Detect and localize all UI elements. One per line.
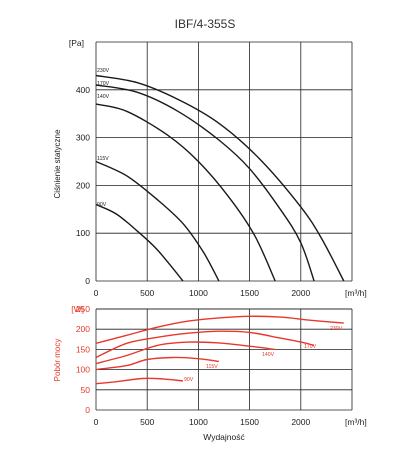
pressure-series-170v: [95, 84, 315, 282]
power-x-tick-4: 2000: [291, 417, 310, 427]
power-y-tick-5: 250: [76, 304, 90, 314]
power-series-140v: [95, 341, 276, 365]
power-y-tick-2: 100: [76, 365, 90, 375]
pressure-y-label: Ciśnienie statyczne: [53, 129, 62, 198]
power-series-170v: [95, 330, 315, 359]
power-x-tick-1: 500: [140, 417, 154, 427]
power-series-label-140v: 140V: [262, 352, 275, 358]
power-series-115v: [95, 356, 220, 371]
pressure-x-tick-0: 0: [94, 288, 99, 298]
power-series-label-230v: 230V: [330, 326, 343, 332]
power-panel: 0 500 1000 1500 2000 0 50 100 150 200 250[W] [m³/h]…: [53, 304, 367, 442]
chart-title: IBF/4-355S: [175, 17, 236, 31]
power-series-label-115v: 115V: [206, 364, 218, 370]
power-series-90v: [95, 377, 184, 385]
pressure-series-140v: [95, 103, 276, 282]
power-y-tick-4: 200: [76, 324, 90, 334]
pressure-x-tick-2: 1000: [189, 288, 208, 298]
pressure-series-label-230v: 230V: [97, 68, 110, 74]
power-x-tick-2: 1000: [189, 417, 208, 427]
pressure-panel: 0 500 1000 1500 2000 0 100 200 300 400 [Pa] [m³/h] C…: [53, 38, 367, 298]
pressure-x-tick-3: 1500: [240, 288, 259, 298]
pressure-series-label-90v: 90V: [97, 202, 107, 208]
power-x-tick-0: 0: [94, 417, 99, 427]
pressure-y-tick-2: 200: [76, 180, 90, 190]
power-series-230v: [95, 315, 344, 344]
power-y-unit: [W]: [71, 304, 84, 314]
power-series-label-170v: 170V: [304, 344, 317, 350]
power-x-unit: [m³/h]: [345, 417, 367, 427]
pressure-y-tick-1: 100: [76, 228, 90, 238]
pressure-x-tick-1: 500: [140, 288, 154, 298]
pressure-series-90v: [95, 203, 184, 282]
power-series-label-90v: 90V: [184, 377, 194, 383]
pressure-series-label-170v: 170V: [97, 81, 110, 87]
pressure-x-tick-4: 2000: [291, 288, 310, 298]
pressure-series-label-115v: 115V: [97, 156, 109, 162]
pressure-y-tick-3: 300: [76, 133, 90, 143]
pressure-y-tick-0: 0: [85, 276, 90, 286]
pressure-series-115v: [95, 160, 220, 282]
power-x-tick-3: 1500: [240, 417, 259, 427]
power-y-tick-1: 50: [81, 385, 91, 395]
pressure-y-tick-4: 400: [76, 85, 90, 95]
power-y-tick-3: 150: [76, 344, 90, 354]
pressure-x-unit: [m³/h]: [345, 288, 367, 298]
power-x-label: Wydajność: [203, 432, 245, 442]
power-y-tick-0: 0: [85, 405, 90, 415]
power-y-label: Pobór mocy: [53, 339, 62, 382]
pressure-series-label-140v: 140V: [97, 94, 110, 100]
pressure-series-230v: [95, 74, 345, 282]
pressure-y-unit: [Pa]: [69, 38, 84, 48]
